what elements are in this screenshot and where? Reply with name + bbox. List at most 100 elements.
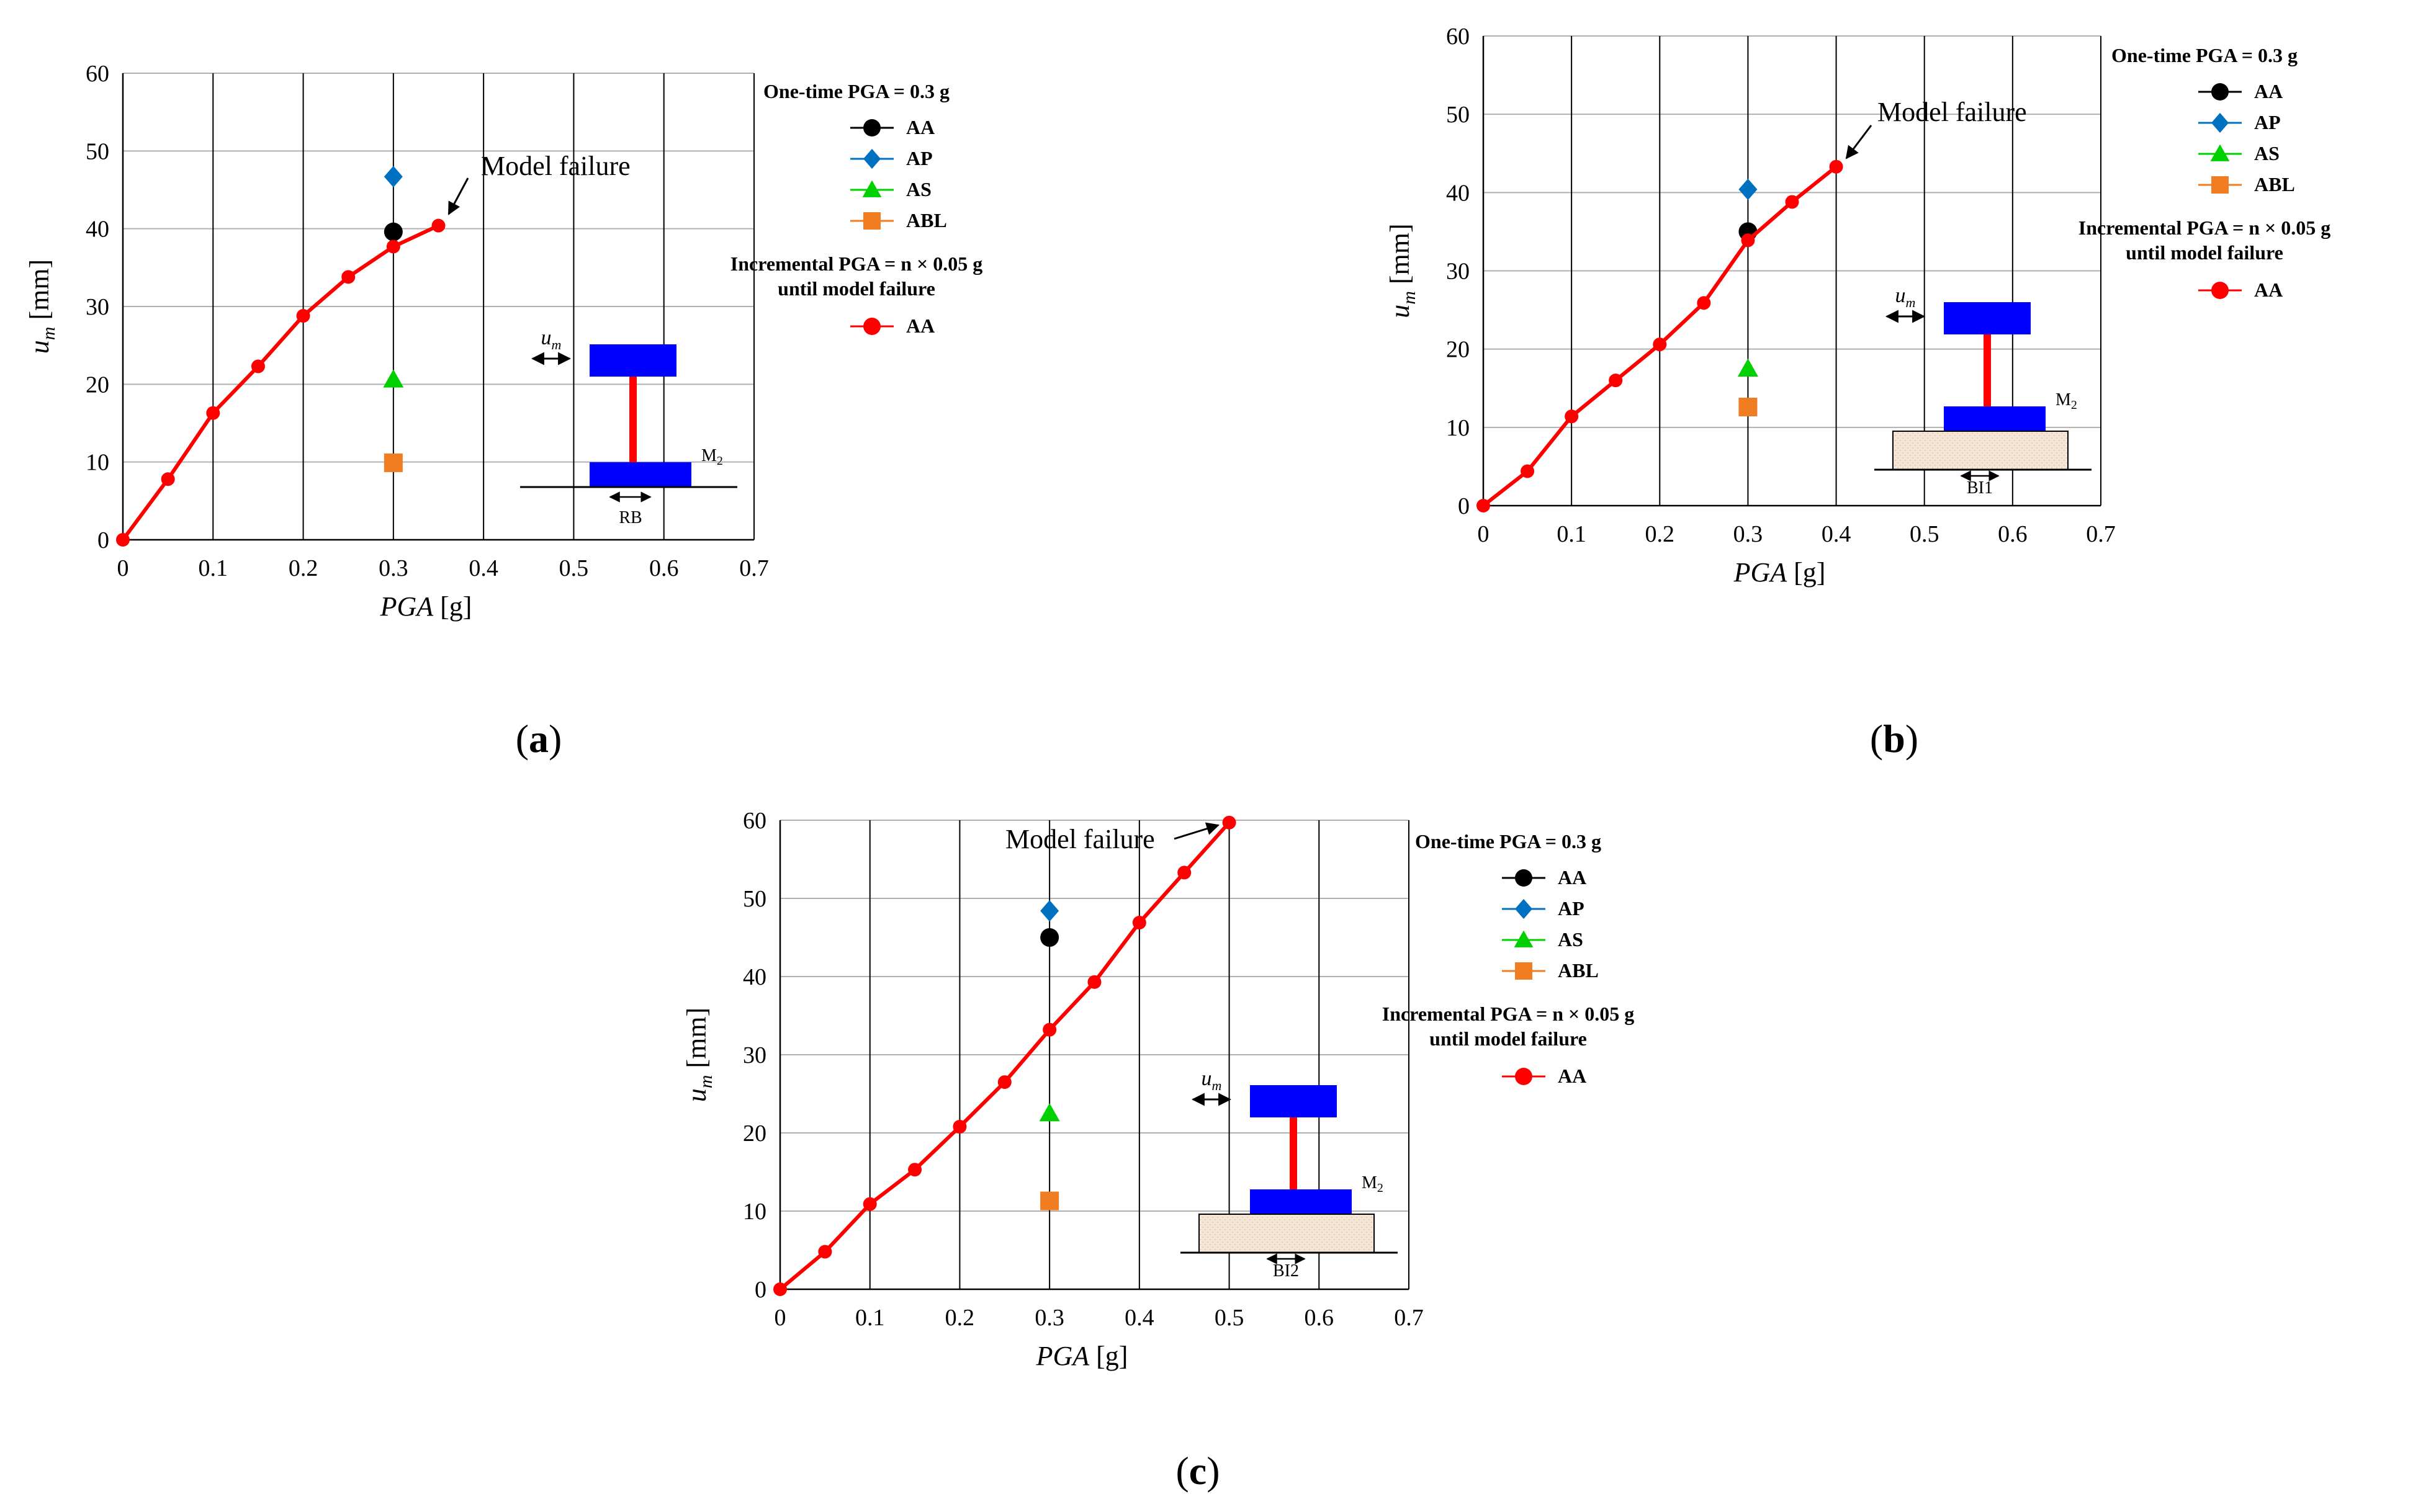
legend-marker-ap	[1515, 898, 1532, 919]
legend-label: ABL	[2254, 173, 2295, 195]
legend-marker-abl	[863, 212, 881, 230]
legend-label: AS	[906, 178, 932, 200]
panel-letter-close: )	[549, 717, 562, 761]
y-tick-label: 10	[743, 1199, 766, 1225]
legend-label: AA	[1558, 1065, 1586, 1087]
annotation-model-failure: Model failure	[1005, 824, 1155, 854]
x-tick-label: 0.1	[199, 555, 228, 581]
data-point-incremental	[1222, 815, 1236, 830]
x-axis-label: PGA [g]	[1733, 557, 1826, 588]
annotation-model-failure: Model failure	[481, 151, 631, 181]
um-sub: m	[1212, 1078, 1222, 1093]
mass-label: M2	[701, 446, 723, 468]
y-tick-label: 30	[86, 294, 109, 320]
data-point-incremental	[1741, 233, 1755, 248]
x-tick-label: 0	[1478, 521, 1490, 547]
y-axis-label-sub: m	[696, 1075, 716, 1089]
x-tick-label: 0.2	[1645, 521, 1675, 547]
data-point-incremental	[1697, 296, 1711, 310]
x-tick-label: 0.7	[739, 555, 769, 581]
y-axis-label-unit: [mm]	[1385, 223, 1415, 291]
y-axis-label-sub: m	[38, 327, 59, 341]
legend-title-one-time: One-time PGA = 0.3 g	[2111, 44, 2298, 66]
legend-marker-aa	[2211, 83, 2229, 101]
panel-letter-char: c	[1189, 1449, 1207, 1493]
y-tick-label: 10	[86, 450, 109, 476]
legend-marker-ap	[863, 148, 881, 169]
legend-title-one-time: One-time PGA = 0.3 g	[763, 80, 950, 102]
panel-letter-open: (	[1175, 1449, 1189, 1493]
legend-marker-incremental	[863, 318, 881, 335]
data-point-incremental	[773, 1282, 787, 1296]
panel-letter-open: (	[516, 717, 529, 761]
um-label: um	[1895, 284, 1916, 310]
data-point-ap	[384, 166, 403, 187]
um-label: um	[541, 326, 562, 352]
series-line-incremental	[779, 821, 1231, 1291]
legend-marker-incremental	[2211, 282, 2229, 299]
data-point-incremental	[1087, 975, 1102, 989]
data-point-incremental	[1653, 338, 1667, 352]
x-tick-label: 0.2	[945, 1305, 975, 1331]
x-axis-label-unit: [g]	[433, 591, 472, 622]
x-tick-label: 0.2	[289, 555, 318, 581]
x-tick-label: 0.7	[2086, 521, 2116, 547]
x-tick-label: 0.6	[649, 555, 679, 581]
y-axis-label-sub: m	[1399, 291, 1419, 305]
data-point-incremental	[386, 239, 400, 254]
x-tick-label: 0.4	[1125, 1305, 1154, 1331]
x-tick-label: 0.3	[379, 555, 408, 581]
legend: One-time PGA = 0.3 g AA AP AS ABL Incremental…	[730, 80, 983, 337]
base-mass	[1944, 406, 2046, 431]
legend-marker-incremental	[1515, 1068, 1532, 1085]
panel-letter-a: (a)	[516, 717, 562, 761]
data-point-aa	[384, 222, 403, 241]
x-tick-label: 0.3	[1733, 521, 1763, 547]
legend-title-incremental: Incremental PGA = n × 0.05 g	[730, 253, 983, 275]
x-tick-label: 0.1	[855, 1305, 885, 1331]
um-label: um	[1202, 1067, 1222, 1093]
data-point-incremental	[1785, 195, 1799, 209]
legend-label: ABL	[906, 209, 947, 231]
panel-letter-open: (	[1870, 717, 1883, 761]
data-point-incremental	[296, 309, 310, 323]
top-mass	[590, 344, 676, 377]
annotation-arrow	[447, 177, 469, 215]
y-tick-label: 10	[1446, 415, 1470, 441]
y-tick-label: 40	[743, 964, 766, 990]
legend-label: AA	[2254, 279, 2283, 301]
chart-panel-a: 0 0.1 0.2 0.3 0.4 0.5 0.6 0.7 0 10 20 30 40 50 60 PGA […	[24, 61, 982, 622]
y-tick-label: 50	[1446, 102, 1470, 128]
legend-marker-ap	[2211, 112, 2229, 133]
y-axis-label-unit: [mm]	[681, 1008, 712, 1075]
data-point-abl	[1738, 398, 1758, 417]
x-axis-label-var: PGA	[1036, 1341, 1090, 1371]
y-tick-label: 50	[743, 886, 766, 912]
data-point-as	[1039, 1103, 1060, 1122]
x-tick-label: 0.6	[1305, 1305, 1334, 1331]
legend-label: AA	[2254, 80, 2283, 102]
data-point-incremental	[1829, 159, 1843, 174]
y-tick-label: 50	[86, 138, 109, 164]
base-label: BI2	[1273, 1261, 1299, 1281]
x-tick-label: 0	[775, 1305, 786, 1331]
top-mass	[1250, 1085, 1337, 1117]
x-tick-label: 0	[117, 555, 129, 581]
x-axis-label-unit: [g]	[1787, 557, 1825, 588]
legend-label: AA	[906, 116, 935, 138]
data-point-incremental	[953, 1119, 967, 1134]
y-axis-label-var: u	[24, 340, 55, 354]
x-axis-label-var: PGA	[380, 591, 434, 622]
panel-letter-close: )	[1905, 717, 1918, 761]
legend-label: AP	[2254, 111, 2281, 133]
x-tick-label: 0.3	[1035, 1305, 1064, 1331]
data-point-incremental	[863, 1197, 877, 1211]
data-point-incremental	[1565, 409, 1579, 424]
legend-title-incremental-2: until model failure	[1429, 1027, 1587, 1050]
annotation-arrow	[1845, 125, 1872, 159]
x-tick-label: 0.1	[1557, 521, 1586, 547]
data-point-aa	[1040, 928, 1059, 947]
y-tick-label: 30	[1446, 259, 1470, 285]
base-mass	[590, 462, 691, 487]
chart-panel-c: 0 0.1 0.2 0.3 0.4 0.5 0.6 0.7 0 10 20 30 40 50 60 PGA […	[681, 808, 1634, 1371]
